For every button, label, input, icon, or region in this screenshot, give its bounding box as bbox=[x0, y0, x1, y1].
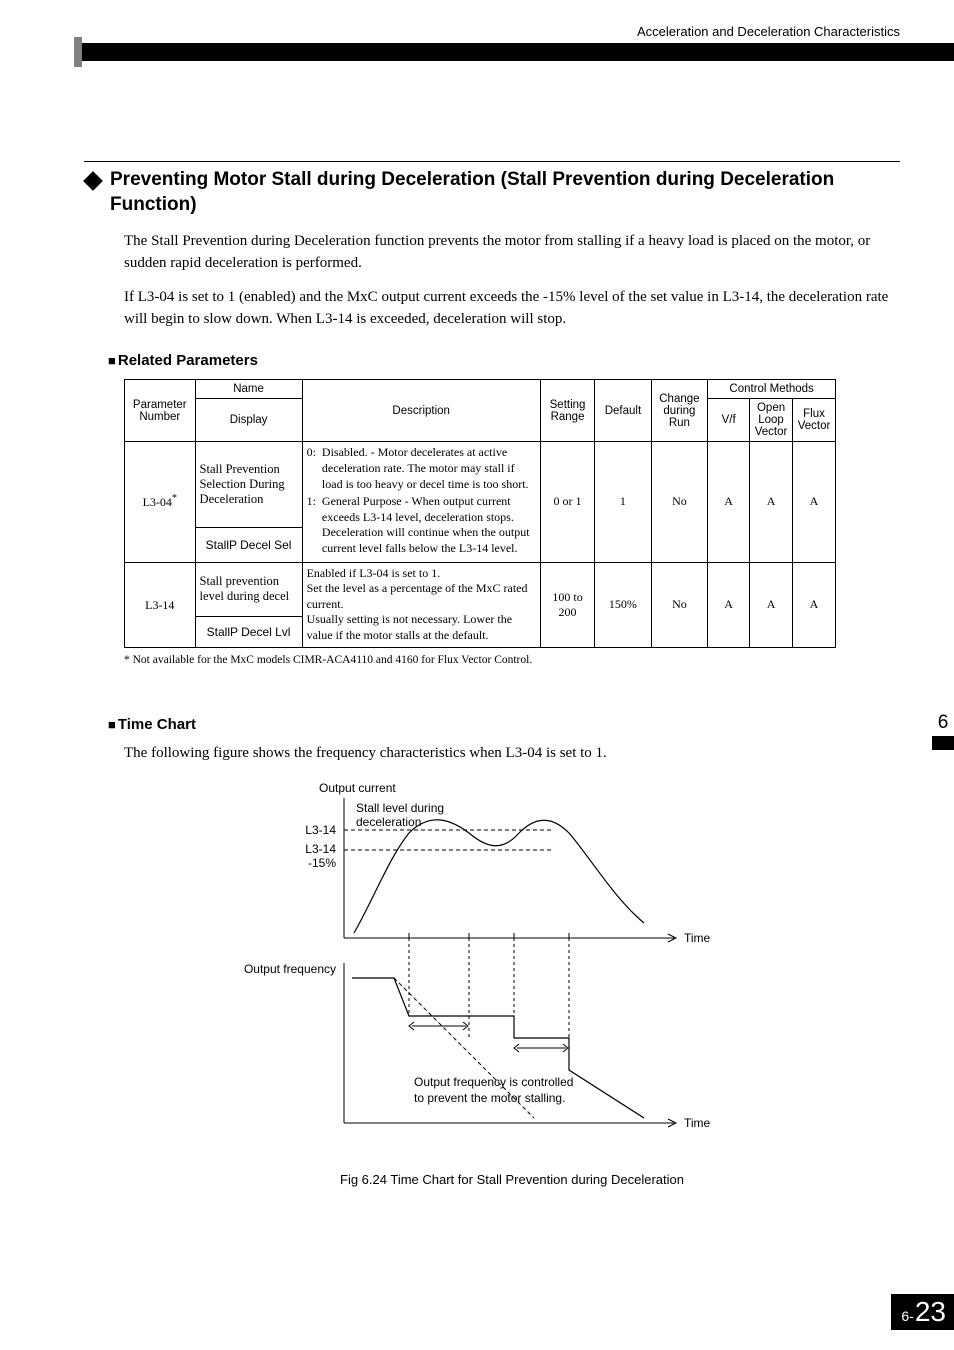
label-stall-level-a: Stall level during bbox=[356, 801, 444, 815]
cell-display: StallP Decel Lvl bbox=[195, 616, 302, 647]
th-default: Default bbox=[595, 380, 651, 442]
side-chapter-number: 6 bbox=[932, 712, 954, 734]
cell-desc: Enabled if L3-04 is set to 1. Set the le… bbox=[302, 562, 540, 647]
cell-setting: 0 or 1 bbox=[540, 442, 594, 562]
table-row: L3-14 Stall prevention level during dece… bbox=[125, 562, 836, 616]
label-l314-15-a: L3-14 bbox=[305, 842, 336, 856]
related-params-heading: Related Parameters bbox=[108, 352, 900, 369]
cell-change: No bbox=[651, 442, 708, 562]
cell-default: 1 bbox=[595, 442, 651, 562]
cell-flux: A bbox=[793, 562, 836, 647]
cell-change: No bbox=[651, 562, 708, 647]
cell-default: 150% bbox=[595, 562, 651, 647]
th-change: Change during Run bbox=[651, 380, 708, 442]
section-title: Preventing Motor Stall during Decelerati… bbox=[110, 168, 900, 217]
label-output-frequency: Output frequency bbox=[244, 962, 336, 976]
cell-desc: 0:Disabled. - Motor decelerates at activ… bbox=[302, 442, 540, 562]
th-display: Display bbox=[195, 399, 302, 442]
diamond-bullet bbox=[83, 171, 103, 191]
page-number-prefix: 6- bbox=[901, 1308, 913, 1324]
body-para-1: The Stall Prevention during Deceleration… bbox=[124, 231, 900, 275]
cell-param: L3-04* bbox=[125, 442, 196, 562]
side-black-bar bbox=[932, 736, 954, 750]
th-olv: Open Loop Vector bbox=[750, 399, 793, 442]
label-note-a: Output frequency is controlled bbox=[414, 1075, 573, 1089]
parameters-table: Parameter Number Name Description Settin… bbox=[124, 379, 836, 647]
label-time-1: Time bbox=[684, 931, 711, 945]
cell-vf: A bbox=[708, 562, 750, 647]
label-output-current: Output current bbox=[319, 781, 396, 795]
cell-flux: A bbox=[793, 442, 836, 562]
th-vf: V/f bbox=[708, 399, 750, 442]
label-stall-level-b: deceleration bbox=[356, 815, 421, 829]
running-head: Acceleration and Deceleration Characteri… bbox=[84, 24, 900, 39]
table-footnote: * Not available for the MxC models CIMR-… bbox=[124, 654, 900, 666]
cell-param: L3-14 bbox=[125, 562, 196, 647]
th-param-no: Parameter Number bbox=[125, 380, 196, 442]
cell-vf: A bbox=[708, 442, 750, 562]
cell-name: Stall prevention level during decel bbox=[195, 562, 302, 616]
time-chart-heading: Time Chart bbox=[108, 716, 900, 733]
label-time-2: Time bbox=[684, 1116, 711, 1130]
table-row: L3-04* Stall Prevention Selection During… bbox=[125, 442, 836, 528]
cell-setting: 100 to 200 bbox=[540, 562, 594, 647]
section-rule bbox=[84, 161, 900, 162]
th-name: Name bbox=[195, 380, 302, 399]
body-para-2: If L3-04 is set to 1 (enabled) and the M… bbox=[124, 287, 900, 331]
label-note-b: to prevent the motor stalling. bbox=[414, 1091, 565, 1105]
th-setting: Setting Range bbox=[540, 380, 594, 442]
th-description: Description bbox=[302, 380, 540, 442]
th-control-methods: Control Methods bbox=[708, 380, 836, 399]
th-flux: Flux Vector bbox=[793, 399, 836, 442]
cell-olv: A bbox=[750, 562, 793, 647]
label-l314-15-b: -15% bbox=[308, 856, 336, 870]
page-number-value: 23 bbox=[915, 1296, 946, 1328]
cell-olv: A bbox=[750, 442, 793, 562]
label-l314: L3-14 bbox=[305, 823, 336, 837]
side-tab: 6 bbox=[932, 712, 954, 750]
page-number: 6- 23 bbox=[891, 1294, 954, 1330]
section-heading: Preventing Motor Stall during Decelerati… bbox=[84, 168, 900, 217]
time-chart: Output current L3-14 L3-14 -15% Stall le… bbox=[214, 778, 774, 1158]
cell-name: Stall Prevention Selection During Decele… bbox=[195, 442, 302, 528]
time-chart-intro: The following figure shows the frequency… bbox=[124, 743, 900, 765]
cell-display: StallP Decel Sel bbox=[195, 527, 302, 562]
top-black-bar bbox=[80, 43, 954, 61]
figure-caption: Fig 6.24 Time Chart for Stall Prevention… bbox=[124, 1172, 900, 1187]
